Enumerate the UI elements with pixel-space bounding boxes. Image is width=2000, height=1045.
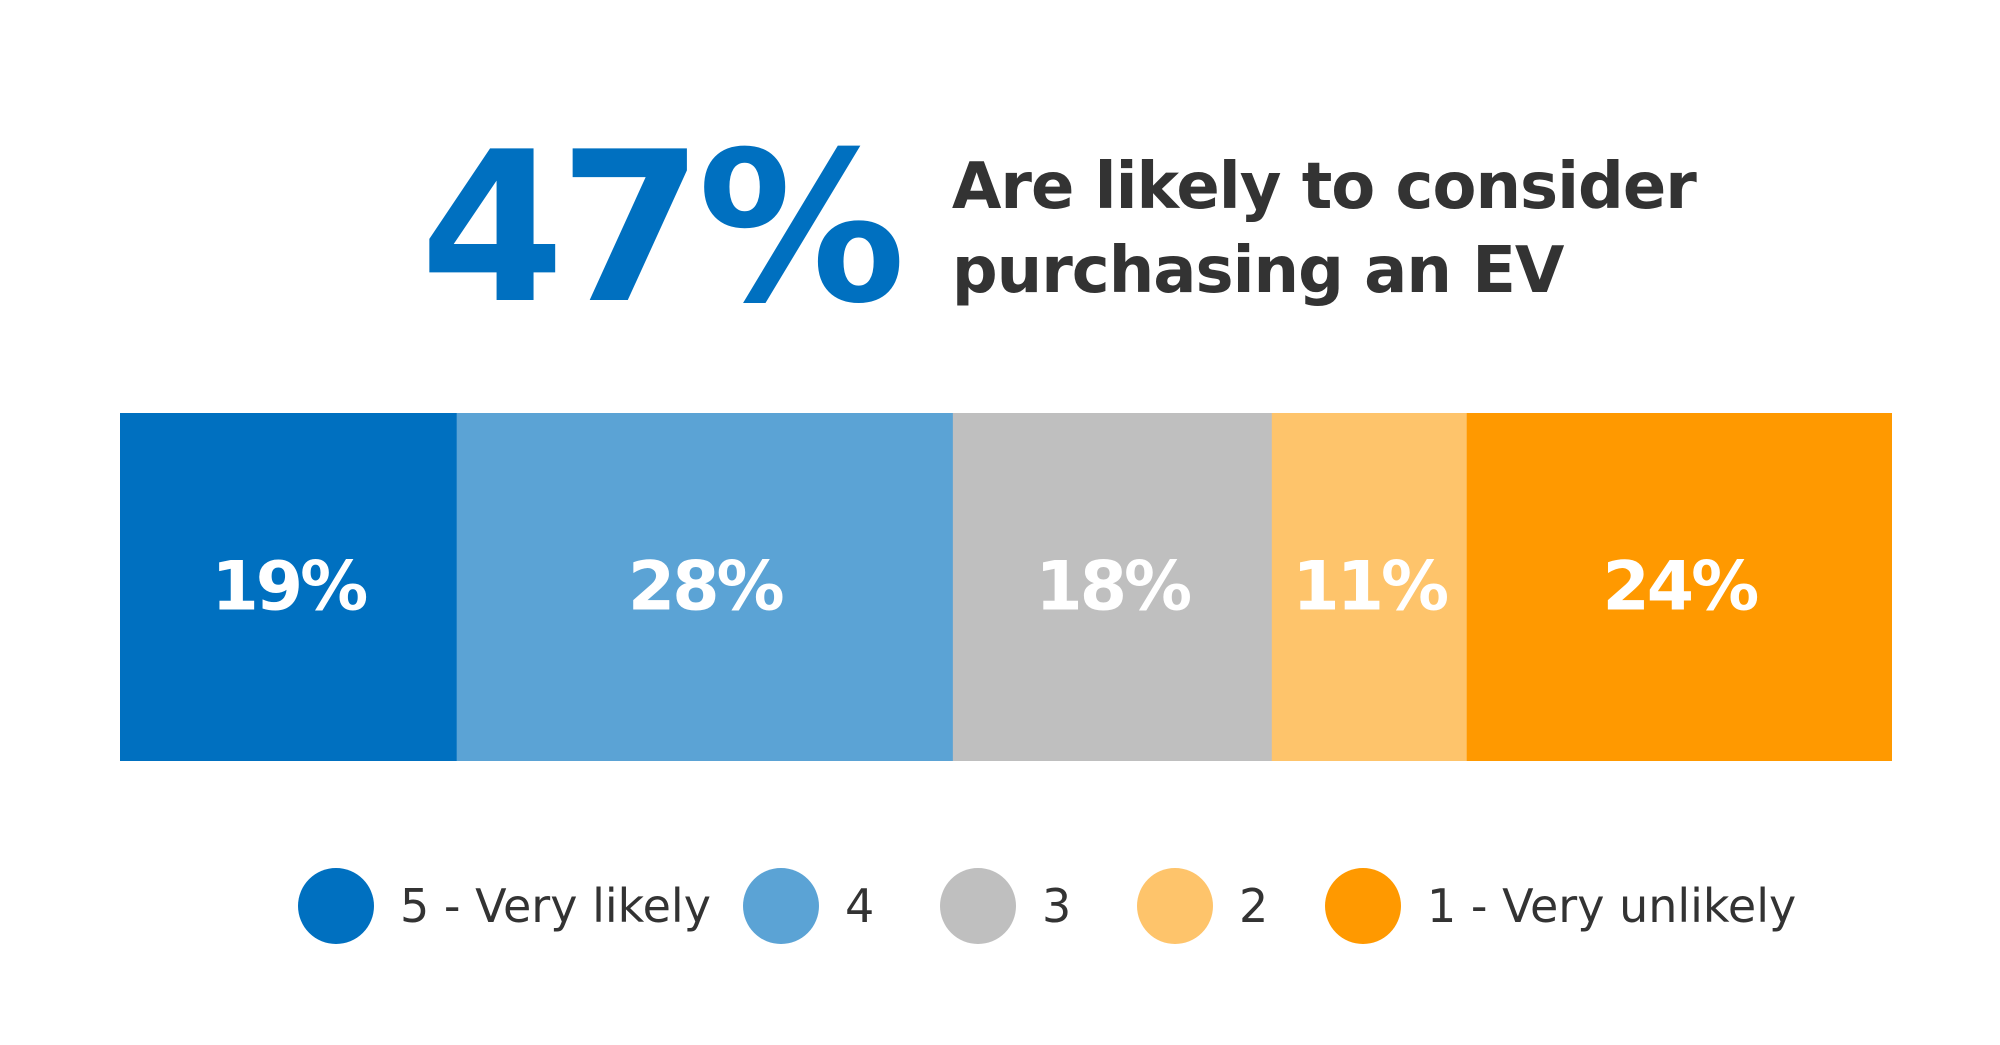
headline-subtitle: Are likely to consider purchasing an EV — [951, 145, 1697, 313]
bar-label-3: 18% — [1035, 548, 1190, 627]
bar-segment-1 — [120, 413, 458, 761]
legend-item-2: 2 — [1137, 868, 1268, 944]
legend-label-2: 2 — [1239, 879, 1269, 933]
legend-item-4: 4 — [743, 868, 874, 944]
headline-stat: 47% — [420, 108, 906, 350]
legend-item-3: 3 — [940, 868, 1071, 944]
legend: 5 - Very likely 4 3 2 1 - Very unlikely — [0, 868, 2000, 944]
bar-segment-4 — [1271, 413, 1468, 761]
legend-label-4: 4 — [845, 879, 875, 933]
legend-dot-1 — [1325, 868, 1401, 944]
headline: 47% Are likely to consider purchasing an… — [420, 108, 1697, 350]
legend-dot-5 — [298, 868, 374, 944]
legend-label-5: 5 - Very likely — [400, 879, 711, 933]
bar-label-1: 19% — [211, 548, 366, 627]
bar-label-5: 24% — [1602, 548, 1757, 627]
legend-item-5: 5 - Very likely — [298, 868, 711, 944]
legend-dot-3 — [940, 868, 1016, 944]
stacked-bar-chart: 19% 28% 18% 11% 24% — [120, 413, 1892, 761]
bar-segment-3 — [952, 413, 1273, 761]
legend-label-1: 1 - Very unlikely — [1427, 879, 1797, 933]
bar-segment-2 — [456, 413, 954, 761]
legend-item-1: 1 - Very unlikely — [1325, 868, 1796, 944]
legend-dot-4 — [743, 868, 819, 944]
subtitle-line-2: purchasing an EV — [951, 234, 1565, 308]
bar-label-2: 28% — [628, 548, 783, 627]
stacked-bar-svg: 19% 28% 18% 11% 24% — [120, 413, 1892, 761]
bar-segment-5 — [1466, 413, 1892, 761]
legend-label-3: 3 — [1042, 879, 1072, 933]
legend-dot-2 — [1137, 868, 1213, 944]
bar-label-4: 11% — [1292, 548, 1447, 627]
subtitle-line-1: Are likely to consider — [951, 150, 1697, 224]
